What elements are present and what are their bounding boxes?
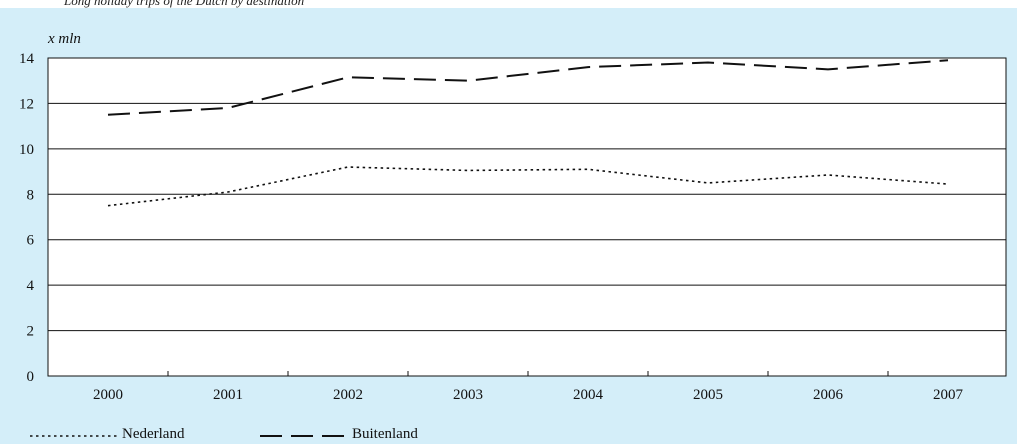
y-tick-label: 12 — [19, 96, 34, 112]
series-layer — [107, 59, 949, 207]
y-tick-label: 2 — [27, 324, 35, 340]
legend-label-buitenland: Buitenland — [352, 426, 418, 442]
x-tick-label: 2004 — [573, 387, 604, 403]
y-tick-label: 4 — [27, 278, 35, 294]
x-tick-label: 2005 — [693, 387, 723, 403]
series-line-nederland — [107, 166, 949, 207]
x-tick-label: 2002 — [333, 387, 363, 403]
y-tick-label: 10 — [19, 142, 34, 158]
x-axis-ticks: 2000 2001 2002 2003 2004 2005 2006 2007 — [47, 371, 1007, 403]
y-axis-unit-label: x mln — [47, 31, 81, 47]
gridlines — [48, 102, 1006, 332]
legend: Nederland Buitenland — [30, 426, 418, 442]
x-tick-label: 2006 — [813, 387, 844, 403]
x-tick-label: 2007 — [933, 387, 964, 403]
y-axis-ticks: 0 2 4 6 8 10 12 14 — [19, 51, 35, 385]
y-tick-label: 6 — [27, 233, 35, 249]
chart-caption: Long holiday trips of the Dutch by desti… — [64, 0, 305, 8]
y-tick-label: 8 — [27, 187, 35, 203]
x-tick-label: 2000 — [93, 387, 123, 403]
x-tick-label: 2003 — [453, 387, 483, 403]
x-tick-label: 2001 — [213, 387, 243, 403]
legend-label-nederland: Nederland — [122, 426, 185, 442]
plot-area — [47, 57, 1007, 377]
y-tick-label: 14 — [19, 51, 35, 67]
series-line-buitenland — [107, 59, 949, 116]
y-tick-label: 0 — [27, 369, 35, 385]
